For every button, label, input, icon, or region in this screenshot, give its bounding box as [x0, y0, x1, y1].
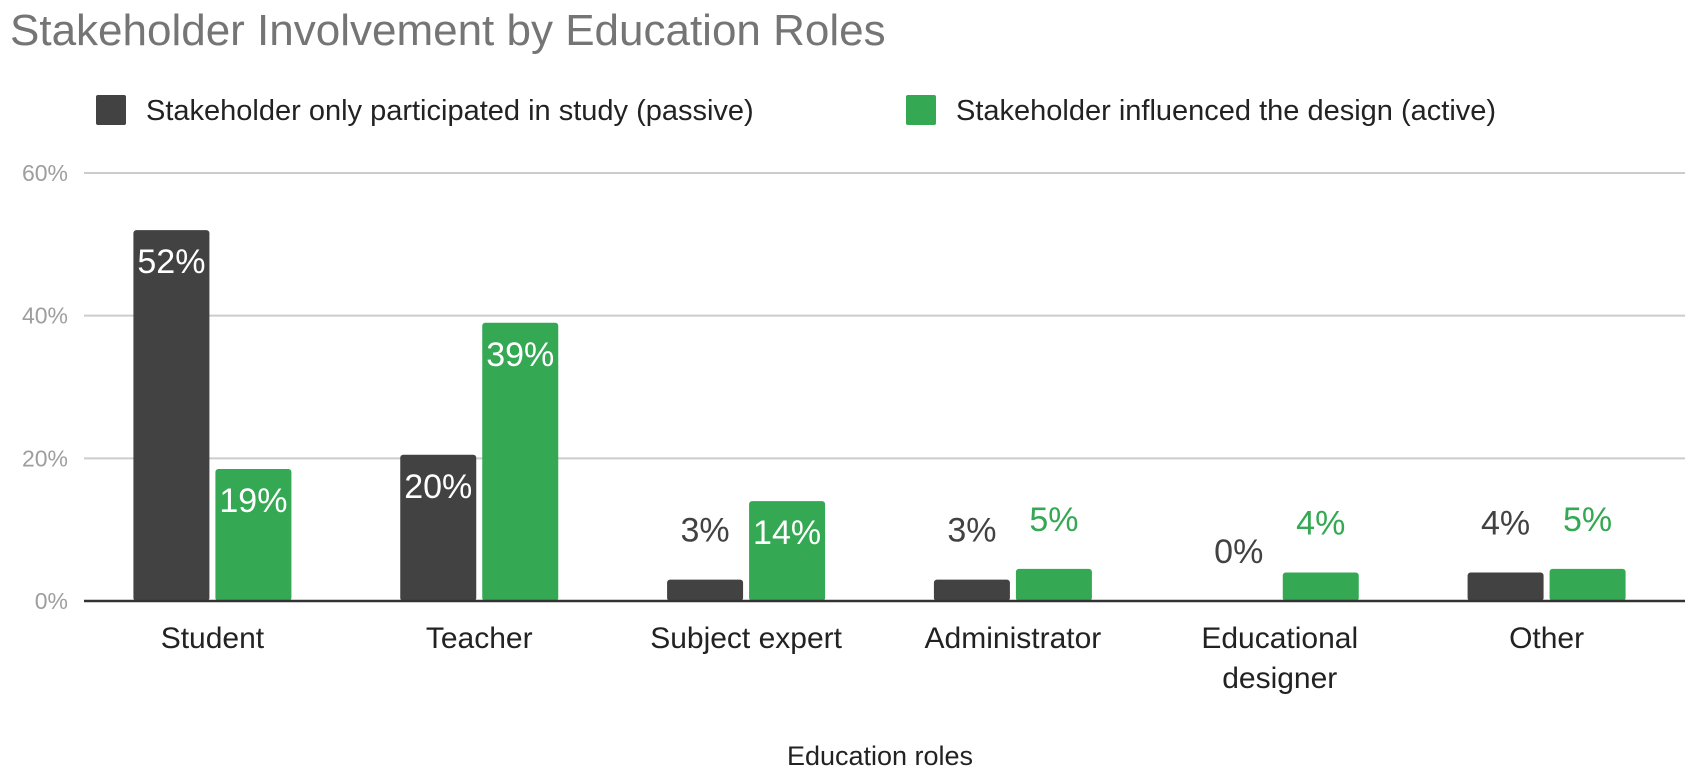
data-labels: 52% 19% 20% 39% 3% 14% 3% 5% 0% 4% 4% 5%	[137, 243, 1612, 571]
legend-swatch	[906, 95, 936, 125]
bar-active	[749, 501, 826, 601]
category-label: Subject expert	[650, 622, 842, 655]
data-label: 5%	[1563, 501, 1612, 539]
data-label: 52%	[137, 243, 205, 281]
category-label: Student	[161, 622, 265, 655]
bar-active	[482, 322, 559, 601]
bars	[133, 230, 1626, 602]
data-label: 14%	[753, 514, 821, 552]
category-label: Educational	[1201, 622, 1358, 655]
gridlines	[84, 172, 1685, 460]
data-label: 0%	[1214, 533, 1263, 571]
data-label: 3%	[947, 512, 996, 550]
bar-active	[1549, 568, 1626, 601]
legend-label: Stakeholder only participated in study (…	[146, 95, 754, 127]
bar-passive	[667, 579, 744, 601]
chart-title: Stakeholder Involvement by Education Rol…	[10, 6, 886, 55]
data-label: 39%	[486, 336, 554, 374]
y-axis-ticks: 0% 20% 40% 60%	[22, 160, 68, 614]
bar-passive	[133, 230, 210, 602]
x-axis-label: Education roles	[787, 741, 973, 771]
bar-passive	[933, 579, 1010, 601]
legend-swatch	[96, 95, 126, 125]
data-label: 4%	[1481, 504, 1530, 542]
legend-label: Stakeholder influenced the design (activ…	[956, 95, 1496, 127]
category-labels: Student Teacher Subject expert Administrato…	[161, 622, 1584, 695]
data-label: 19%	[219, 482, 287, 520]
bar-passive	[400, 454, 477, 601]
y-tick-label: 60%	[22, 160, 68, 186]
bar-active	[215, 469, 292, 601]
bar-active	[1015, 568, 1092, 601]
category-label: Teacher	[426, 622, 533, 655]
category-label: Other	[1509, 622, 1584, 655]
y-tick-label: 40%	[22, 303, 68, 329]
category-label: Administrator	[925, 622, 1102, 655]
y-tick-label: 0%	[35, 588, 68, 614]
y-tick-label: 20%	[22, 445, 68, 471]
category-label: designer	[1222, 662, 1337, 695]
data-label: 4%	[1296, 504, 1345, 542]
data-label: 3%	[681, 512, 730, 550]
bar-active	[1282, 572, 1359, 601]
data-label: 5%	[1029, 501, 1078, 539]
bar-passive	[1467, 572, 1544, 601]
legend: Stakeholder only participated in study (…	[96, 95, 1496, 127]
data-label: 20%	[404, 468, 472, 506]
